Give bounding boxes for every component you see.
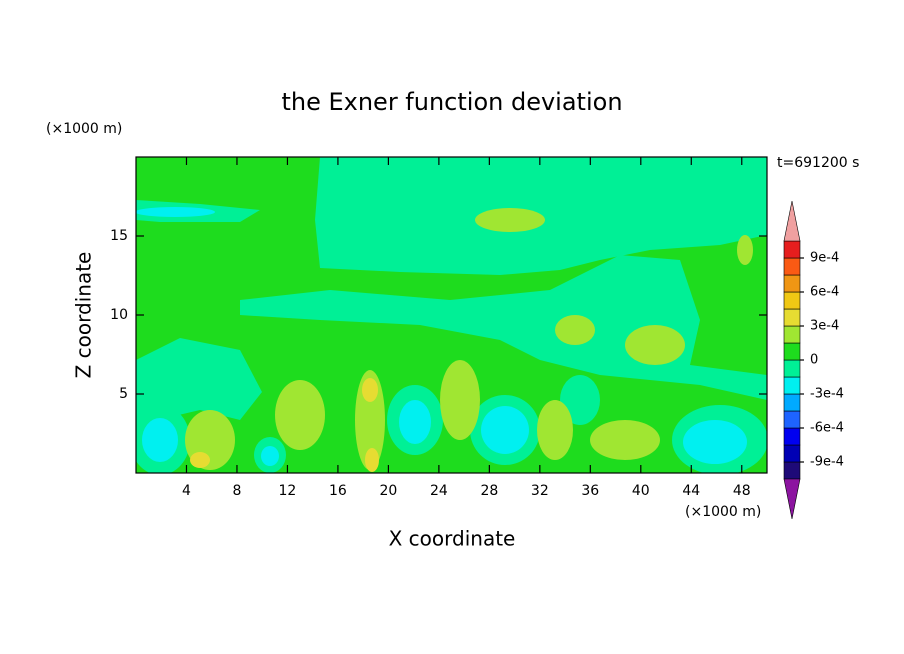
x-tick-label: 12 [279,483,297,499]
contour-region [555,315,595,345]
x-tick-label: 16 [329,483,347,499]
contour-region [537,400,573,460]
x-tick-label: 32 [531,483,549,499]
colorbar-band [783,427,801,446]
contour-region [481,406,529,454]
contour-region [475,208,545,232]
colorbar-extend [783,478,801,520]
contour-region [261,446,279,466]
chart-title: the Exner function deviation [281,88,622,116]
colorbar-tick-label: 6e-4 [810,285,839,300]
colorbar-tick-label: 0 [810,353,818,368]
contour-region [142,418,178,462]
colorbar-band [783,393,801,412]
colorbar-extend [783,200,801,242]
colorbar-band [783,325,801,344]
contour-region [136,207,215,217]
x-tick-label: 8 [232,483,241,499]
colorbar-band [783,461,801,480]
x-axis-label: X coordinate [389,527,516,551]
y-unit: (×1000 m) [46,121,122,137]
x-tick-label: 44 [682,483,700,499]
colorbar-band [783,444,801,463]
contour-region [240,255,767,400]
contour-region [190,452,210,468]
colorbar-band [783,240,801,259]
x-tick-label: 28 [480,483,498,499]
colorbar-band [783,376,801,395]
colorbar-tick-label: -3e-4 [810,387,844,402]
colorbar-tick-label: -6e-4 [810,421,844,436]
contour-region [362,378,378,402]
contour-field [136,157,767,473]
x-tick-label: 20 [379,483,397,499]
contour-region [440,360,480,440]
contour-region [275,380,325,450]
y-tick-label: 10 [110,307,128,323]
colorbar-band [783,410,801,429]
y-tick-label: 15 [110,228,128,244]
contour-region [560,375,600,425]
colorbar-band [783,274,801,293]
colorbar-band [783,359,801,378]
colorbar-band [783,291,801,310]
x-tick-label: 4 [182,483,191,499]
contour-region [625,325,685,365]
x-tick-label: 48 [733,483,751,499]
colorbar-band [783,257,801,276]
colorbar-tick-label: 9e-4 [810,251,839,266]
x-tick-label: 40 [632,483,650,499]
x-tick-label: 36 [581,483,599,499]
colorbar-tick-label: -9e-4 [810,455,844,470]
y-axis-label: Z coordinate [72,252,96,379]
y-tick-label: 5 [119,386,128,402]
colorbar-band [783,308,801,327]
contour-region [399,400,431,444]
contour-region [683,420,747,464]
time-label: t=691200 s [777,155,859,171]
colorbar-tick-label: 3e-4 [810,319,839,334]
contour-region [355,370,385,470]
colorbar-band [783,342,801,361]
contour-region [365,448,379,472]
contour-region [136,338,262,425]
contour-region [590,420,660,460]
x-tick-label: 24 [430,483,448,499]
contour-region [737,235,753,265]
x-unit: (×1000 m) [685,504,761,520]
